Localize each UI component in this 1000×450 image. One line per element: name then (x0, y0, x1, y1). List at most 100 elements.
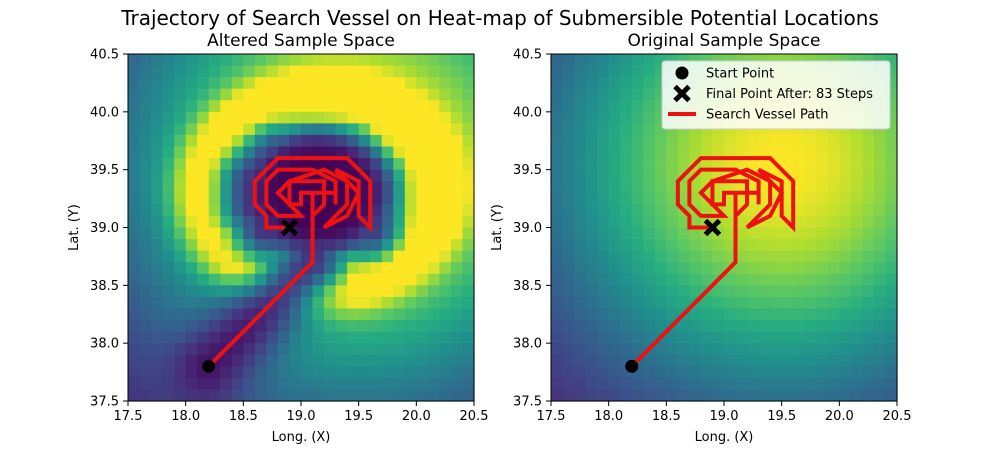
heatmap-cell (631, 192, 644, 205)
heatmap-cell (885, 273, 898, 286)
heatmap-cell (128, 239, 141, 252)
heatmap-cell (139, 181, 152, 194)
heatmap-cell (289, 181, 302, 194)
heatmap-cell (562, 123, 575, 136)
heatmap-cell (827, 250, 840, 263)
x-axis-label: Long. (X) (695, 430, 754, 445)
heatmap-cell (231, 377, 244, 391)
heatmap-cell (185, 65, 198, 78)
heatmap-cell (139, 158, 152, 171)
heatmap-cell (335, 54, 348, 67)
heatmap-cell (631, 158, 644, 171)
heatmap-cell (450, 343, 464, 356)
heatmap-cell (174, 296, 187, 310)
heatmap-cell (585, 204, 598, 217)
heatmap-cell (781, 250, 794, 263)
heatmap-cell (381, 192, 394, 205)
heatmap-cell (139, 146, 152, 159)
heatmap-cell (404, 192, 417, 205)
heatmap-cell (185, 227, 198, 240)
heatmap-cell (347, 88, 360, 101)
heatmap-cell (758, 262, 771, 275)
heatmap-cell (450, 296, 464, 310)
heatmap-cell (462, 123, 475, 136)
heatmap-cell (393, 377, 406, 391)
heatmap-cell (312, 215, 325, 229)
heatmap-cell (562, 285, 575, 298)
y-tick-label: 38.5 (513, 279, 542, 294)
heatmap-cell (677, 273, 690, 286)
heatmap-cell (712, 146, 725, 159)
heatmap-cell (839, 343, 852, 356)
heatmap-cell (393, 88, 406, 101)
heatmap-cell (873, 308, 887, 321)
heatmap-cell (277, 54, 291, 67)
heatmap-cell (816, 169, 829, 182)
heatmap-cell (208, 239, 221, 252)
heatmap-cell (700, 343, 714, 356)
heatmap-cell (381, 65, 394, 78)
heatmap-cell (370, 134, 383, 148)
heatmap-cell (585, 239, 598, 252)
heatmap-cell (747, 377, 760, 391)
heatmap-cell (654, 227, 667, 240)
heatmap-cell (562, 320, 575, 333)
heatmap-cell (608, 389, 621, 402)
heatmap-cell (335, 285, 348, 298)
heatmap-cell (631, 134, 644, 148)
heatmap-cell (885, 169, 898, 182)
heatmap-cell (404, 88, 417, 101)
heatmap-cell (850, 181, 863, 194)
heatmap-cell (277, 65, 291, 78)
heatmap-cell (312, 77, 325, 90)
heatmap-cell (677, 250, 690, 263)
heatmap-cell (770, 366, 783, 379)
heatmap-cell (631, 308, 644, 321)
heatmap-cell (139, 215, 152, 229)
heatmap-cell (208, 111, 221, 124)
heatmap-cell (128, 343, 141, 356)
heatmap-cell (185, 146, 198, 159)
heatmap-cell (231, 181, 244, 194)
heatmap-cell (574, 88, 587, 101)
heatmap-cell (827, 377, 840, 391)
heatmap-cell (151, 169, 164, 182)
heatmap-cell (850, 285, 863, 298)
heatmap-cell (277, 308, 291, 321)
heatmap-cell (816, 134, 829, 148)
heatmap-cell (827, 192, 840, 205)
heatmap-cell (700, 331, 714, 344)
y-tick-label: 38.5 (90, 279, 119, 294)
heatmap-cell (793, 273, 806, 286)
heatmap-cell (128, 389, 141, 402)
heatmap-cell (850, 308, 863, 321)
heatmap-cell (620, 204, 633, 217)
heatmap-cell (174, 65, 187, 78)
heatmap-cell (804, 204, 817, 217)
heatmap-cell (335, 88, 348, 101)
heatmap-cell (654, 285, 667, 298)
heatmap-cell (370, 65, 383, 78)
heatmap-cell (427, 77, 440, 90)
heatmap-cell (416, 377, 429, 391)
heatmap-cell (450, 65, 464, 78)
heatmap-cell (393, 227, 406, 240)
heatmap-cell (689, 331, 702, 344)
heatmap-cell (724, 285, 737, 298)
heatmap-cell (839, 134, 852, 148)
y-tick-label: 39.0 (90, 221, 119, 236)
heatmap-cell (312, 146, 325, 159)
heatmap-cell (654, 354, 667, 367)
heatmap-cell (151, 343, 164, 356)
heatmap-cell (781, 262, 794, 275)
heatmap-cell (289, 54, 302, 67)
heatmap-cell (781, 296, 794, 310)
x-tick-label: 20.0 (402, 409, 431, 424)
heatmap-cell (551, 204, 564, 217)
heatmap-cell (128, 377, 141, 391)
heatmap-cell (793, 331, 806, 344)
heatmap-cell (324, 192, 337, 205)
heatmap-cell (197, 320, 210, 333)
heatmap-cell (174, 308, 187, 321)
heatmap-cell (597, 158, 610, 171)
